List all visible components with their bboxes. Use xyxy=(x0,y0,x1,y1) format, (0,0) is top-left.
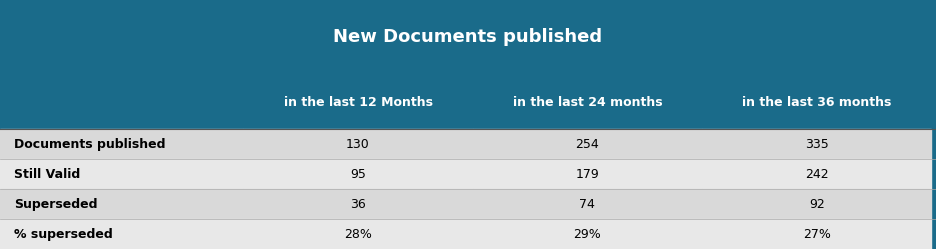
Text: 254: 254 xyxy=(576,138,599,151)
Bar xyxy=(473,219,702,249)
Text: 28%: 28% xyxy=(344,228,372,241)
Bar xyxy=(243,75,473,129)
Bar xyxy=(702,129,931,159)
Text: Documents published: Documents published xyxy=(14,138,166,151)
Bar xyxy=(473,159,702,189)
Bar xyxy=(243,129,473,159)
Text: Superseded: Superseded xyxy=(14,198,97,211)
Bar xyxy=(0,0,936,75)
Text: 242: 242 xyxy=(805,168,828,181)
Bar xyxy=(0,159,243,189)
Text: 335: 335 xyxy=(805,138,828,151)
Text: in the last 24 months: in the last 24 months xyxy=(513,96,662,109)
Text: % superseded: % superseded xyxy=(14,228,113,241)
Bar xyxy=(473,75,702,129)
Text: 95: 95 xyxy=(350,168,366,181)
Bar xyxy=(702,75,931,129)
Text: 130: 130 xyxy=(346,138,370,151)
Text: 92: 92 xyxy=(809,198,825,211)
Bar xyxy=(473,129,702,159)
Bar xyxy=(0,129,243,159)
Bar xyxy=(0,219,243,249)
Bar xyxy=(243,189,473,219)
Text: 179: 179 xyxy=(576,168,599,181)
Bar xyxy=(702,189,931,219)
Text: 36: 36 xyxy=(350,198,366,211)
Text: in the last 12 Months: in the last 12 Months xyxy=(284,96,432,109)
Bar xyxy=(702,219,931,249)
Text: 27%: 27% xyxy=(803,228,830,241)
Bar xyxy=(473,189,702,219)
Text: Still Valid: Still Valid xyxy=(14,168,80,181)
Text: New Documents published: New Documents published xyxy=(333,28,603,46)
Bar xyxy=(243,159,473,189)
Bar xyxy=(0,75,243,129)
Text: 29%: 29% xyxy=(574,228,601,241)
Text: in the last 36 months: in the last 36 months xyxy=(742,96,891,109)
Bar xyxy=(702,159,931,189)
Bar xyxy=(0,189,243,219)
Bar xyxy=(243,219,473,249)
Text: 74: 74 xyxy=(579,198,595,211)
